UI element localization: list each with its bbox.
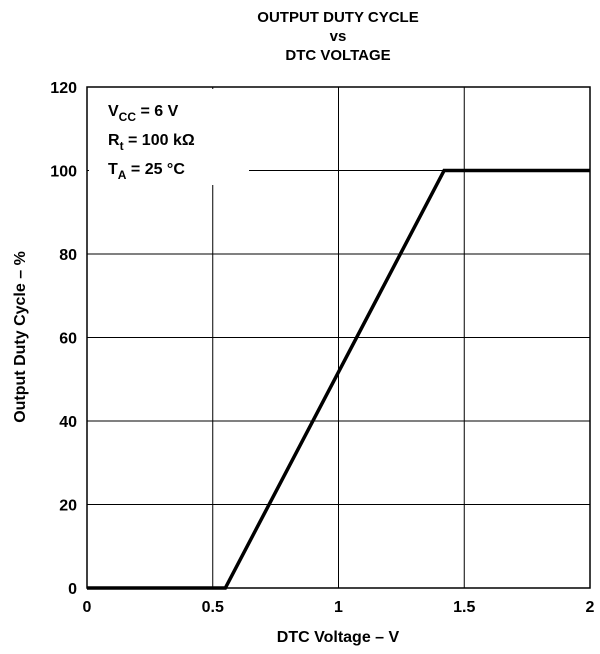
chart-title: OUTPUT DUTY CYCLE vs DTC VOLTAGE	[257, 9, 418, 64]
condition-line: TA = 25 °C	[108, 161, 185, 182]
condition-line: VCC = 6 V	[108, 103, 179, 124]
y-tick-label: 80	[59, 247, 77, 264]
conditions-background	[89, 89, 249, 185]
x-tick-label: 2	[586, 599, 595, 616]
title-line-2: vs	[330, 28, 347, 45]
y-tick-label: 100	[50, 164, 77, 181]
condition-line: Rt = 100 kΩ	[108, 132, 195, 153]
plot-frame	[86, 86, 591, 589]
title-line-3: DTC VOLTAGE	[285, 47, 390, 64]
y-tick-label: 40	[59, 414, 77, 431]
y-tick-label: 60	[59, 331, 77, 348]
y-axis-label: Output Duty Cycle – %	[12, 251, 29, 423]
y-tick-label: 120	[50, 80, 77, 97]
title-line-1: OUTPUT DUTY CYCLE	[257, 9, 418, 26]
y-tick-label: 0	[68, 581, 77, 598]
x-tick-label: 0	[83, 599, 92, 616]
x-tick-label: 1	[334, 599, 343, 616]
y-tick-label: 20	[59, 498, 77, 515]
x-tick-label: 0.5	[202, 599, 224, 616]
x-axis-label: DTC Voltage – V	[277, 629, 400, 646]
conditions-box: VCC = 6 V Rt = 100 kΩ TA = 25 °C	[89, 89, 249, 185]
x-tick-label: 1.5	[453, 599, 475, 616]
